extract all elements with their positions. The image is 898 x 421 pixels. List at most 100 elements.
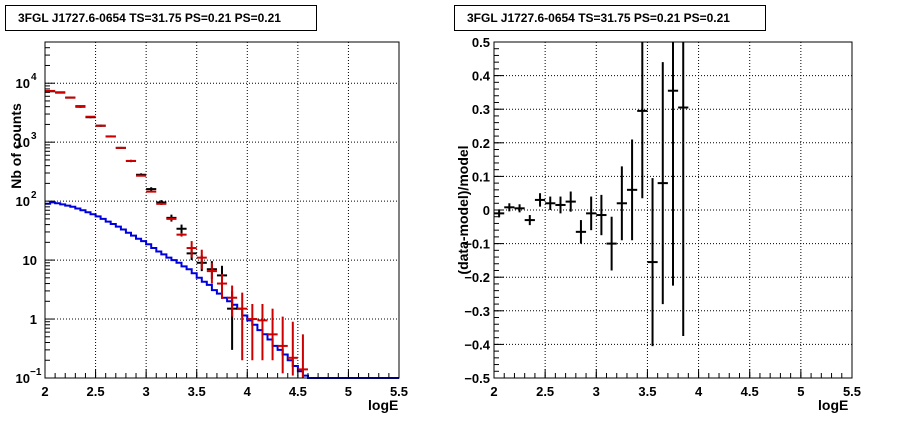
counts-ytick-exponent: 3 (31, 131, 37, 142)
residuals-ylabel: (data-model)/model (455, 145, 471, 274)
model-point (146, 190, 157, 193)
residual-point (667, 42, 679, 286)
counts-panel: 3FGL J1727.6-0654 TS=31.75 PS=0.21 PS=0.… (0, 0, 450, 421)
counts-ytick-label: 10 (16, 194, 30, 209)
residuals-ytick-label: 0.4 (472, 69, 491, 84)
counts-ytick-exponent: 2 (31, 190, 37, 201)
model-point (55, 91, 66, 94)
residuals-xtick-label: 3.5 (638, 384, 656, 399)
residuals-ytick-label: −0.3 (464, 304, 490, 319)
counts-grid (45, 42, 399, 378)
counts-xtick-label: 2.5 (87, 384, 105, 399)
model-point (65, 96, 76, 99)
model-point (287, 321, 298, 376)
counts-ylabel: Nb of counts (8, 103, 24, 189)
counts-xtick-label: 5 (345, 384, 352, 399)
residuals-xtick-label: 3 (593, 384, 600, 399)
counts-xtick-label: 3 (143, 384, 150, 399)
model-point (237, 292, 248, 361)
counts-ytick-exponent: 4 (31, 72, 37, 83)
model-point (156, 202, 167, 205)
counts-xtick-label: 5.5 (390, 384, 408, 399)
residuals-ytick-label: 0 (483, 203, 490, 218)
counts-xtick-label: 2 (41, 384, 48, 399)
residuals-xtick-label: 2 (490, 384, 497, 399)
model-point (227, 285, 238, 317)
residual-point (678, 42, 689, 336)
residual-point (555, 196, 566, 214)
model-point (277, 316, 288, 374)
model-point (206, 262, 217, 284)
residuals-panel: 3FGL J1727.6-0654 TS=31.75 PS=0.21 PS=0.… (454, 5, 861, 413)
model-point (257, 303, 268, 361)
counts-ytick-label: 10 (16, 76, 30, 91)
model-point (247, 303, 258, 361)
residuals-xtick-label: 5 (797, 384, 804, 399)
residuals-xtick-label: 2.5 (536, 384, 554, 399)
counts-xtick-label: 3.5 (188, 384, 206, 399)
residuals-ytick-label: 0.3 (472, 102, 490, 117)
model-point (166, 217, 177, 221)
residual-point (586, 196, 597, 231)
residuals-title: 3FGL J1727.6-0654 TS=31.75 PS=0.21 PS=0.… (467, 11, 730, 25)
model-point (297, 334, 308, 378)
residual-point (626, 139, 638, 241)
model-point (196, 249, 207, 270)
residual-point (494, 209, 505, 218)
model-point (115, 146, 126, 149)
model-point (95, 124, 106, 127)
counts-ytick-label: 10 (16, 135, 30, 150)
residuals-ytick-label: −0.1 (464, 237, 490, 252)
counts-xtick-label: 4.5 (289, 384, 307, 399)
model-point (267, 308, 278, 361)
residuals-ytick-label: 0.2 (472, 136, 490, 151)
residuals-ticks: 2 2.5 3 3.5 4 4.5 5 5.5 −0.5 −0.4 −0.3 −0.2 −0.1 0 0.1… (464, 35, 861, 399)
residual-point (565, 191, 576, 212)
model-point (85, 115, 96, 118)
counts-xlabel: logE (368, 397, 398, 413)
model-point (186, 241, 197, 258)
residuals-xlabel: logE (818, 397, 848, 413)
counts-title: 3FGL J1727.6-0654 TS=31.75 PS=0.21 PS=0.… (18, 11, 281, 25)
counts-ytick-label: 10 (23, 253, 37, 268)
source-histogram-line (45, 201, 399, 379)
residual-point (545, 196, 556, 210)
residual-point (616, 166, 627, 241)
residual-point (504, 203, 515, 212)
residual-points (494, 42, 689, 347)
residuals-title-box (454, 5, 766, 31)
residual-point (524, 215, 535, 226)
residuals-grid (494, 42, 852, 378)
residuals-xtick-label: 4 (695, 384, 703, 399)
data-point (176, 224, 187, 234)
model-point (216, 274, 228, 299)
data-point (146, 187, 157, 192)
residuals-ytick-label: −0.5 (464, 371, 490, 386)
residual-point (657, 62, 668, 305)
residuals-ytick-label: −0.4 (464, 337, 490, 352)
residual-point (647, 178, 658, 347)
counts-ytick-label: 10 (16, 371, 30, 386)
residual-point (575, 220, 587, 244)
counts-ytick-label: 1 (30, 312, 37, 327)
counts-ytick-exponent: −1 (30, 367, 42, 378)
residuals-ytick-label: 0.5 (472, 35, 490, 50)
residual-point (637, 42, 648, 199)
model-point (136, 174, 147, 177)
model-point (75, 105, 86, 108)
model-points (45, 89, 308, 378)
residuals-ytick-label: 0.1 (472, 169, 490, 184)
residuals-xtick-label: 5.5 (843, 384, 861, 399)
model-point (176, 232, 187, 237)
model-point (125, 159, 137, 162)
source-model-histogram (45, 201, 399, 379)
counts-xtick-label: 4 (244, 384, 252, 399)
model-point (105, 135, 116, 138)
counts-title-box (5, 5, 317, 31)
residual-point (514, 204, 525, 213)
residuals-ytick-label: −0.2 (464, 270, 490, 285)
residual-point (596, 194, 607, 236)
residual-point (606, 216, 617, 271)
